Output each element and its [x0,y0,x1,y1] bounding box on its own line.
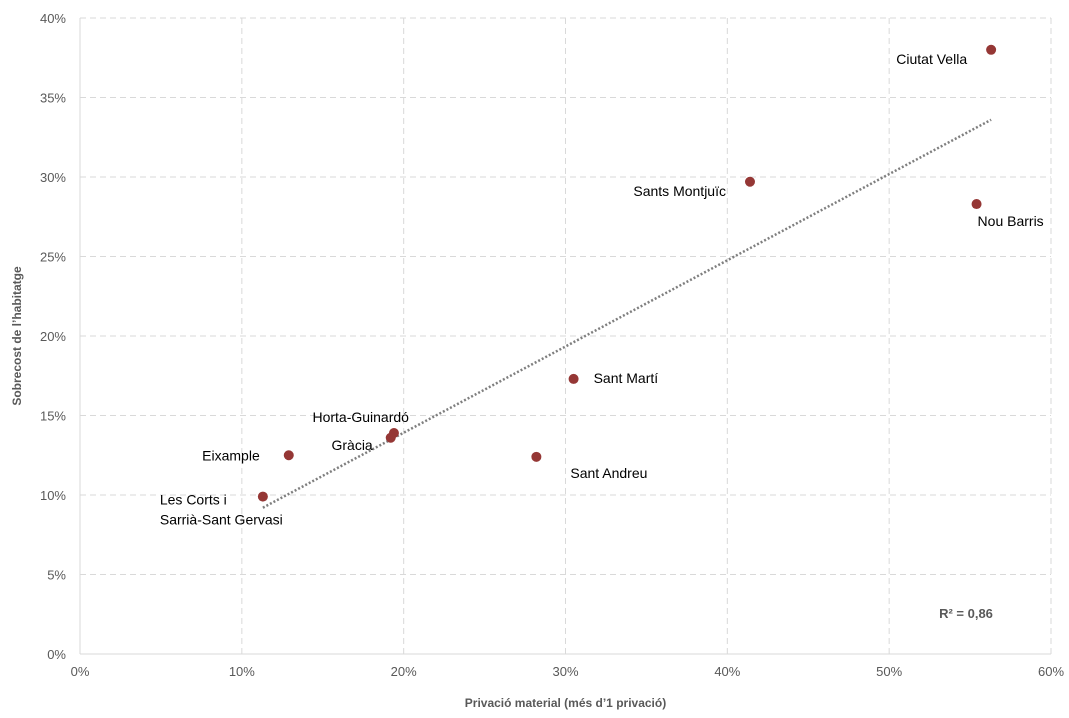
data-point [531,451,542,462]
data-point-label-line: Eixample [202,447,260,463]
data-point-label: Eixample [202,447,260,463]
data-point [283,450,294,461]
x-tick-label: 40% [714,664,740,679]
x-tick-label: 10% [229,664,255,679]
data-point-label-line: Ciutat Vella [896,51,967,67]
data-point-label: Les Corts i Sarrià-Sant Gervasi [160,492,283,528]
data-point-label-line: Les Corts i [160,492,227,508]
data-point-label-line: Gràcia [331,437,372,453]
data-point [385,432,396,443]
data-point [971,199,982,210]
data-point-label: Sant Martí [594,370,659,386]
data-point [744,176,755,187]
data-point-label-line: Horta-Guinardó [312,409,409,425]
x-tick-label: 30% [552,664,578,679]
x-axis-title: Privació material (més d’1 privació) [465,696,666,710]
y-tick-label: 20% [40,329,66,344]
grid-lines [80,17,1052,654]
x-tick-label: 0% [71,664,90,679]
data-point-label: Nou Barris [978,213,1044,229]
data-point-label-line: Nou Barris [978,213,1044,229]
data-point [568,373,579,384]
y-tick-label: 30% [40,170,66,185]
data-point-label: Horta-Guinardó [312,409,409,425]
data-point [257,491,268,502]
data-point-label-line: Sarrià-Sant Gervasi [160,512,283,528]
y-tick-label: 0% [47,647,66,662]
data-point-label-line: Sants Montjuïc [633,183,726,199]
y-axis-title: Sobrecost de l’habitatge [10,266,24,406]
data-point-label-line: Sant Andreu [570,465,647,481]
y-tick-label: 25% [40,250,66,265]
y-tick-label: 10% [40,488,66,503]
data-point-label: Gràcia [331,437,372,453]
data-point-label: Sant Andreu [570,465,647,481]
data-point-label-line: Sant Martí [594,370,659,386]
data-point-label: Sants Montjuïc [633,183,726,199]
y-tick-label: 15% [40,409,66,424]
trendline [262,118,992,509]
r-squared-annotation: R² = 0,86 [939,606,993,621]
x-tick-label: 20% [391,664,417,679]
y-tick-label: 35% [40,91,66,106]
y-tick-label: 5% [47,568,66,583]
data-point [986,44,997,55]
x-tick-label: 60% [1038,664,1064,679]
y-tick-label: 40% [40,11,66,26]
data-point-label: Ciutat Vella [896,51,967,67]
x-tick-label: 50% [876,664,902,679]
